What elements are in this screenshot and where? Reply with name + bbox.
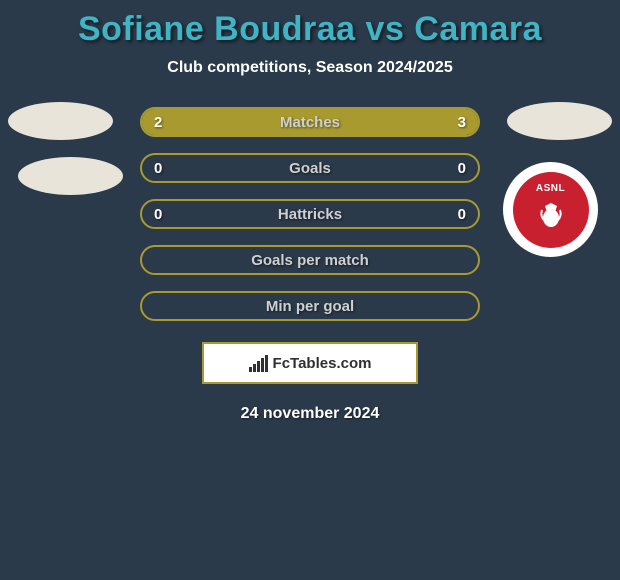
stat-row: 0 Hattricks 0 <box>140 199 480 229</box>
stat-value-right: 3 <box>458 114 466 131</box>
subtitle: Club competitions, Season 2024/2025 <box>0 59 620 77</box>
stat-label: Goals per match <box>251 252 369 269</box>
stat-label: Hattricks <box>278 206 342 223</box>
stat-rows: 2 Matches 3 0 Goals 0 0 Hattricks 0 Goals per mat… <box>140 107 480 337</box>
stat-row: 0 Goals 0 <box>140 153 480 183</box>
player1-avatar <box>8 102 113 140</box>
club-badge: ASNL <box>503 162 598 257</box>
chart-bars-icon <box>249 355 269 372</box>
club-badge-text: ASNL <box>536 184 565 194</box>
stat-value-right: 0 <box>458 160 466 177</box>
comparison-section: ASNL 2 Matches 3 0 Goals 0 0 Hattricks 0 Goals pe… <box>0 107 620 407</box>
player1-avatar-secondary <box>18 157 123 195</box>
date-text: 24 november 2024 <box>0 405 620 423</box>
thistle-icon <box>536 200 566 230</box>
player2-avatar <box>507 102 612 140</box>
stat-label: Goals <box>289 160 331 177</box>
stat-row: 2 Matches 3 <box>140 107 480 137</box>
page-title: Sofiane Boudraa vs Camara <box>0 0 620 49</box>
brand-text: FcTables.com <box>273 355 372 372</box>
stat-value-right: 0 <box>458 206 466 223</box>
stat-label: Min per goal <box>266 298 354 315</box>
stat-row: Goals per match <box>140 245 480 275</box>
brand-attribution[interactable]: FcTables.com <box>202 342 418 384</box>
stat-row: Min per goal <box>140 291 480 321</box>
stat-value-left: 2 <box>154 114 162 131</box>
stat-value-left: 0 <box>154 206 162 223</box>
stat-label: Matches <box>280 114 340 131</box>
stat-value-left: 0 <box>154 160 162 177</box>
